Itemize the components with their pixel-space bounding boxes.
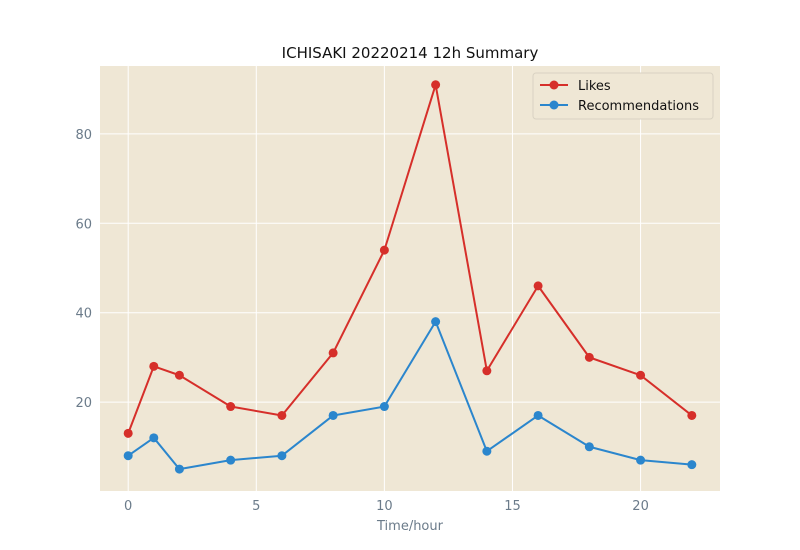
data-point — [636, 370, 646, 380]
y-tick-label: 40 — [75, 307, 92, 322]
x-tick-label: 20 — [632, 499, 649, 514]
y-tick-label: 80 — [75, 128, 92, 143]
data-point — [431, 80, 441, 90]
y-tick-labels: 20 40 60 80 — [75, 128, 92, 411]
data-point — [431, 317, 441, 327]
data-point — [533, 410, 543, 420]
series-group — [123, 80, 697, 474]
data-point — [277, 451, 287, 461]
data-point — [379, 245, 389, 255]
legend: Likes Recommendations — [532, 72, 714, 120]
x-tick-labels: 0 5 10 15 20 — [124, 499, 649, 514]
data-point — [277, 410, 287, 420]
data-point — [584, 442, 594, 452]
x-tick-label: 15 — [504, 499, 521, 514]
legend-label: Likes — [578, 79, 611, 94]
data-point — [328, 410, 338, 420]
data-point — [687, 410, 697, 420]
chart-title: ICHISAKI 20220214 12h Summary — [282, 44, 539, 62]
y-tick-label: 20 — [75, 396, 92, 411]
data-point — [174, 370, 184, 380]
x-tick-label: 10 — [376, 499, 393, 514]
data-point — [174, 464, 184, 474]
x-tick-label: 0 — [124, 499, 132, 514]
data-point — [149, 361, 159, 371]
data-point — [533, 281, 543, 291]
data-point — [482, 446, 492, 456]
legend-swatch-marker — [549, 80, 559, 90]
data-point — [149, 433, 159, 443]
x-tick-label: 5 — [252, 499, 260, 514]
legend-box — [532, 72, 714, 120]
legend-swatch-marker — [549, 100, 559, 110]
data-point — [226, 402, 236, 412]
data-point — [584, 352, 594, 362]
data-point — [379, 402, 389, 412]
data-point — [687, 460, 697, 470]
grid — [100, 66, 720, 491]
data-point — [123, 428, 133, 438]
data-point — [123, 451, 133, 461]
data-point — [328, 348, 338, 358]
y-tick-label: 60 — [75, 217, 92, 232]
data-point — [636, 455, 646, 465]
plot-area — [100, 66, 720, 491]
data-point — [482, 366, 492, 376]
legend-label: Recommendations — [578, 99, 699, 114]
data-point — [226, 455, 236, 465]
x-axis-title: Time/hour — [376, 519, 444, 534]
